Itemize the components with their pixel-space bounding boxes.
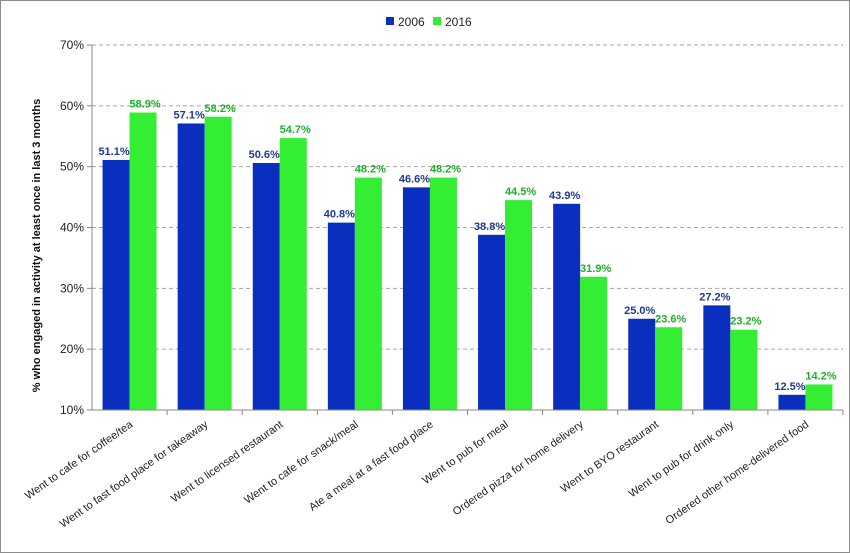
y-tick-label: 50%	[60, 160, 84, 174]
data-label-2006: 43.9%	[549, 190, 580, 202]
data-label-2016: 48.2%	[355, 164, 386, 176]
y-tick-label: 10%	[60, 403, 84, 417]
bar-2006	[553, 203, 581, 410]
y-tick-label: 40%	[60, 221, 84, 235]
legend-swatch-2016	[433, 17, 441, 25]
data-label-2016: 31.9%	[580, 263, 611, 275]
bar-2016	[505, 200, 533, 410]
x-category-label: Went to fast food place for takeaway	[58, 418, 211, 530]
data-label-2016: 23.6%	[655, 313, 686, 325]
bar-2006	[703, 305, 731, 410]
bar-2016	[805, 384, 833, 410]
bar-2016	[580, 276, 608, 410]
data-labels: 51.1% 58.9% 57.1%58.2% 50.6% 54.7% 40.8% 48.2%…	[98, 99, 836, 393]
data-label-2006: 51.1%	[98, 146, 129, 158]
data-label-2006: 27.2%	[699, 291, 730, 303]
x-category-label: Ordered other home-delivered food	[664, 419, 812, 527]
data-label-2006: 12.5%	[774, 381, 805, 393]
bar-2006	[402, 187, 430, 410]
data-label-2016: 54.7%	[280, 124, 311, 136]
bar-2006	[628, 318, 656, 410]
bar-2006	[478, 234, 506, 410]
bar-2006	[102, 159, 130, 410]
x-category-label: Ordered pizza for home delivery	[451, 418, 587, 518]
data-label-2006: 38.8%	[474, 221, 505, 233]
bar-2006	[177, 123, 205, 410]
data-label-2016: 14.2%	[805, 370, 836, 382]
bar-2006	[778, 394, 806, 410]
y-axis-title: % who engaged in activity at least once …	[31, 99, 43, 392]
data-label-2016: 58.2%	[205, 103, 236, 115]
y-tick-label: 60%	[60, 99, 84, 113]
bar-2016	[354, 177, 382, 410]
bars	[102, 112, 833, 411]
data-label-2006: 25.0%	[624, 305, 655, 317]
legend-label-2006: 2006	[398, 15, 425, 29]
data-label-2016: 44.5%	[505, 186, 536, 198]
bar-2006	[327, 222, 355, 410]
legend-swatch-2006	[386, 17, 394, 25]
data-label-2016: 23.2%	[730, 316, 761, 328]
data-label-2016: 58.9%	[129, 99, 160, 111]
bar-2016	[655, 327, 683, 410]
data-label-2006: 40.8%	[324, 209, 355, 221]
legend: 2006 2016	[386, 15, 472, 29]
data-label-2006: 50.6%	[249, 149, 280, 161]
bar-2016	[129, 112, 157, 411]
y-tick-label: 30%	[60, 281, 84, 295]
bar-2006	[252, 163, 280, 410]
data-label-2006: 57.1%	[174, 109, 205, 121]
y-axis-ticks: 10% 20% 30% 40% 50% 60% 70%	[60, 38, 92, 417]
y-tick-label: 20%	[60, 342, 84, 356]
bar-2016	[279, 138, 307, 410]
data-label-2006: 46.6%	[399, 173, 430, 185]
data-label-2016: 48.2%	[430, 164, 461, 176]
bar-2016	[204, 116, 232, 411]
axes	[91, 45, 843, 411]
legend-label-2016: 2016	[445, 15, 472, 29]
y-tick-label: 70%	[60, 38, 84, 52]
x-category-label: Ate a meal at a fast food place	[307, 419, 436, 514]
bar-2016	[429, 177, 457, 410]
bar-2016	[730, 329, 758, 410]
